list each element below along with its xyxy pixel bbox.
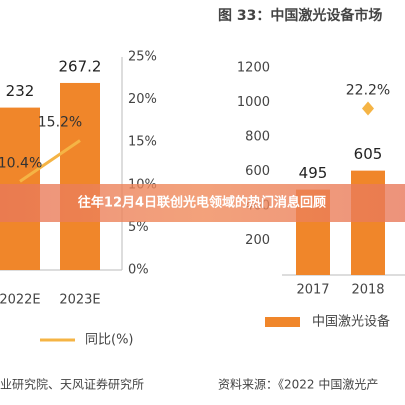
chart-title: 图 33：中国激光设备市场 — [218, 7, 382, 24]
y-tick-label: 1000 — [237, 95, 270, 110]
banner-title: 往年12月4日联创光电领域的热门消息回顾 — [78, 195, 326, 211]
y2-tick-label: 20% — [128, 92, 157, 107]
banner — [0, 184, 405, 222]
line-series — [19, 139, 81, 183]
x-tick-label: 2017 — [296, 283, 329, 298]
source: 业研究院、天风证券研究所 — [0, 377, 144, 392]
y2-tick-label: 5% — [128, 220, 149, 235]
source: 资料来源：《2022 中国激光产 — [218, 377, 378, 392]
x-tick-label: 2023E — [59, 293, 100, 308]
legend-label: 中国激光设备 — [312, 314, 390, 330]
y2-tick-label: 0% — [128, 263, 149, 278]
data-label: 232 — [6, 82, 35, 100]
legend-label: 同比(%) — [85, 333, 134, 348]
data-label: 10.4% — [0, 155, 42, 171]
x-tick-label: 2018 — [351, 283, 384, 298]
data-label: 267.2 — [59, 57, 102, 75]
data-label: 22.2% — [346, 83, 390, 99]
y2-tick-label: 15% — [128, 135, 157, 150]
y-tick-label: 800 — [245, 130, 270, 145]
x-tick-label: 2022E — [0, 293, 41, 308]
y-tick-label: 1200 — [237, 61, 270, 76]
line-marker — [362, 101, 374, 116]
bar — [60, 82, 100, 271]
y-tick-label: 200 — [245, 233, 270, 248]
y-tick-label: 600 — [245, 164, 270, 179]
legend-swatch — [265, 317, 300, 327]
y2-tick-label: 25% — [128, 50, 157, 65]
data-label: 605 — [354, 145, 383, 163]
data-label: 495 — [299, 164, 328, 182]
data-label: 15.2% — [38, 114, 82, 130]
